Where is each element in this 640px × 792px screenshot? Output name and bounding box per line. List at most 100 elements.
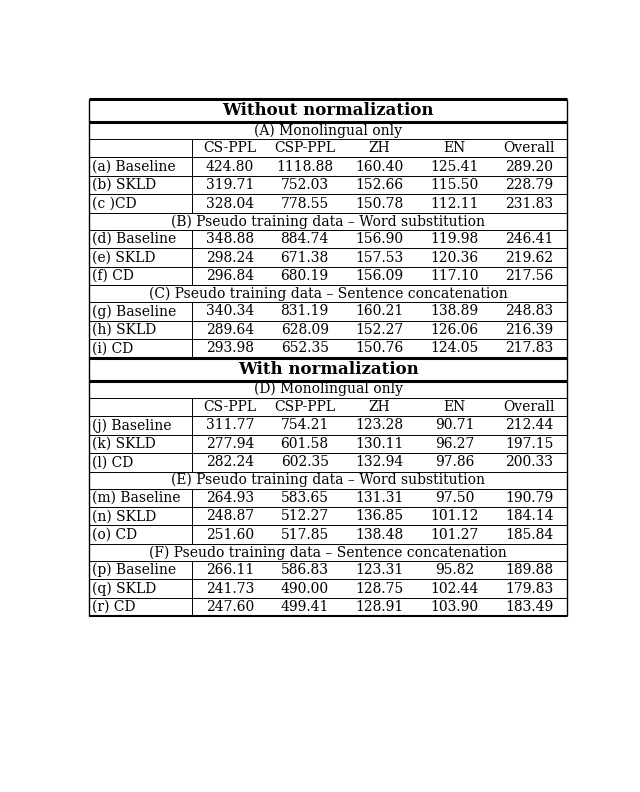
Text: 132.94: 132.94 [355,455,404,470]
Text: 112.11: 112.11 [430,196,479,211]
Text: 130.11: 130.11 [355,437,404,451]
Text: 119.98: 119.98 [430,232,479,246]
Text: 219.62: 219.62 [505,250,554,265]
Text: (i) CD: (i) CD [92,341,134,356]
Text: 328.04: 328.04 [205,196,254,211]
Text: (l) CD: (l) CD [92,455,134,470]
Text: 228.79: 228.79 [505,178,554,192]
Text: (e) SKLD: (e) SKLD [92,250,156,265]
Text: 512.27: 512.27 [280,509,329,524]
Text: 126.06: 126.06 [430,323,479,337]
Text: EN: EN [444,400,465,414]
Text: (a) Baseline: (a) Baseline [92,160,176,173]
Text: 157.53: 157.53 [355,250,404,265]
Text: 671.38: 671.38 [280,250,329,265]
Text: EN: EN [444,141,465,155]
Text: (C) Pseudo training data – Sentence concatenation: (C) Pseudo training data – Sentence conc… [148,287,508,301]
Text: CS-PPL: CS-PPL [204,141,257,155]
Text: 241.73: 241.73 [205,581,254,596]
Text: With normalization: With normalization [237,360,419,378]
Text: 754.21: 754.21 [280,418,329,432]
Text: 120.36: 120.36 [430,250,479,265]
Text: 601.58: 601.58 [280,437,329,451]
Text: 189.88: 189.88 [505,563,554,577]
Text: 156.09: 156.09 [355,269,404,283]
Text: 319.71: 319.71 [205,178,254,192]
Text: 217.83: 217.83 [505,341,554,356]
Text: 289.64: 289.64 [205,323,254,337]
Text: 348.88: 348.88 [205,232,254,246]
Text: 152.27: 152.27 [355,323,404,337]
Text: 311.77: 311.77 [205,418,254,432]
Text: (k) SKLD: (k) SKLD [92,437,156,451]
Text: (f) CD: (f) CD [92,269,134,283]
Text: (j) Baseline: (j) Baseline [92,418,172,432]
Text: (b) SKLD: (b) SKLD [92,178,157,192]
Text: 251.60: 251.60 [205,527,254,542]
Text: 264.93: 264.93 [205,491,254,505]
Text: 102.44: 102.44 [430,581,479,596]
Text: 156.90: 156.90 [355,232,404,246]
Text: 101.27: 101.27 [430,527,479,542]
Text: 97.86: 97.86 [435,455,474,470]
Text: 103.90: 103.90 [430,600,479,614]
Text: 296.84: 296.84 [205,269,254,283]
Text: 128.91: 128.91 [355,600,404,614]
Text: CSP-PPL: CSP-PPL [274,400,335,414]
Text: 117.10: 117.10 [430,269,479,283]
Text: 160.40: 160.40 [355,160,404,173]
Text: 217.56: 217.56 [505,269,554,283]
Text: 277.94: 277.94 [205,437,254,451]
Text: 152.66: 152.66 [355,178,404,192]
Text: 197.15: 197.15 [505,437,554,451]
Text: 490.00: 490.00 [280,581,329,596]
Text: 131.31: 131.31 [355,491,404,505]
Text: 138.48: 138.48 [355,527,404,542]
Text: 289.20: 289.20 [505,160,553,173]
Text: 160.21: 160.21 [355,304,404,318]
Text: 293.98: 293.98 [206,341,254,356]
Text: Overall: Overall [504,141,555,155]
Text: 123.28: 123.28 [355,418,404,432]
Text: 884.74: 884.74 [280,232,329,246]
Text: 150.78: 150.78 [355,196,404,211]
Text: 115.50: 115.50 [430,178,479,192]
Text: 424.80: 424.80 [205,160,254,173]
Text: 282.24: 282.24 [205,455,254,470]
Text: 150.76: 150.76 [355,341,404,356]
Text: (E) Pseudo training data – Word substitution: (E) Pseudo training data – Word substitu… [171,473,485,487]
Text: (p) Baseline: (p) Baseline [92,563,177,577]
Text: 340.34: 340.34 [205,304,254,318]
Text: 680.19: 680.19 [280,269,329,283]
Text: (B) Pseudo training data – Word substitution: (B) Pseudo training data – Word substitu… [171,214,485,229]
Text: CSP-PPL: CSP-PPL [274,141,335,155]
Text: 125.41: 125.41 [430,160,479,173]
Text: 652.35: 652.35 [281,341,329,356]
Text: (h) SKLD: (h) SKLD [92,323,157,337]
Text: 136.85: 136.85 [355,509,404,524]
Text: 266.11: 266.11 [205,563,254,577]
Text: 583.65: 583.65 [281,491,329,505]
Text: 831.19: 831.19 [280,304,329,318]
Text: 200.33: 200.33 [505,455,553,470]
Text: (A) Monolingual only: (A) Monolingual only [254,124,402,138]
Text: 101.12: 101.12 [430,509,479,524]
Text: 246.41: 246.41 [505,232,554,246]
Text: 179.83: 179.83 [505,581,554,596]
Text: 298.24: 298.24 [205,250,254,265]
Text: 248.83: 248.83 [505,304,554,318]
Text: 97.50: 97.50 [435,491,474,505]
Text: (r) CD: (r) CD [92,600,136,614]
Text: 123.31: 123.31 [355,563,404,577]
Text: 183.49: 183.49 [505,600,554,614]
Text: 96.27: 96.27 [435,437,474,451]
Text: (o) CD: (o) CD [92,527,138,542]
Text: (m) Baseline: (m) Baseline [92,491,181,505]
Text: 138.89: 138.89 [430,304,479,318]
Text: 517.85: 517.85 [280,527,329,542]
Text: CS-PPL: CS-PPL [204,400,257,414]
Text: (D) Monolingual only: (D) Monolingual only [253,382,403,396]
Text: 128.75: 128.75 [355,581,404,596]
Text: 216.39: 216.39 [505,323,554,337]
Text: (g) Baseline: (g) Baseline [92,304,177,318]
